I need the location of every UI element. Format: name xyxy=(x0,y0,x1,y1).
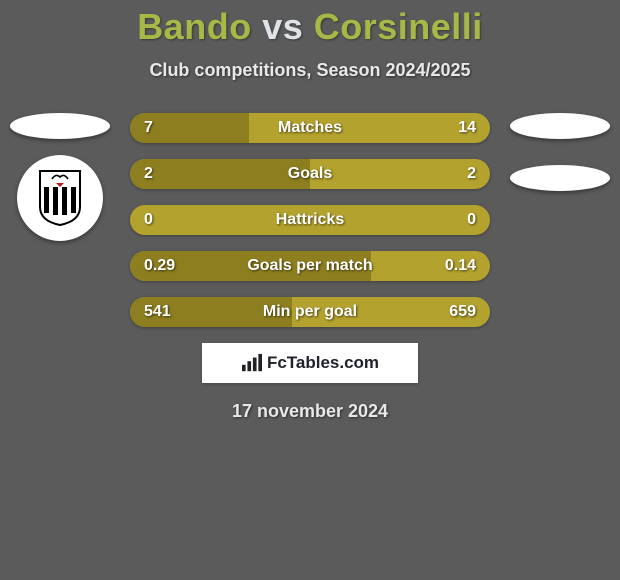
right-badges xyxy=(510,113,610,191)
stat-value-right: 14 xyxy=(458,113,476,143)
stat-value-right: 0.14 xyxy=(445,251,476,281)
stat-value-right: 659 xyxy=(449,297,476,327)
comparison-infographic: Bando vs Corsinelli Club competitions, S… xyxy=(0,0,620,580)
player2-ellipse-1 xyxy=(510,113,610,139)
stat-value-right: 0 xyxy=(467,205,476,235)
brand-inner: FcTables.com xyxy=(241,353,379,373)
stat-bar: 2Goals2 xyxy=(130,159,490,189)
stat-bars: 7Matches14 2Goals2 0Hattricks0 0.29Goals pe… xyxy=(130,113,490,327)
club-shield-icon xyxy=(36,169,84,227)
stat-bar: 541Min per goal659 xyxy=(130,297,490,327)
player1-club-badge xyxy=(17,155,103,241)
player1-ellipse xyxy=(10,113,110,139)
date-line: 17 november 2024 xyxy=(0,401,620,422)
stat-bar: 0Hattricks0 xyxy=(130,205,490,235)
stat-label: Hattricks xyxy=(130,205,490,235)
content-row: 7Matches14 2Goals2 0Hattricks0 0.29Goals pe… xyxy=(0,113,620,327)
stat-value-right: 2 xyxy=(467,159,476,189)
player1-name: Bando xyxy=(137,6,252,47)
player2-ellipse-2 xyxy=(510,165,610,191)
brand-text: FcTables.com xyxy=(267,353,379,373)
stat-bar: 7Matches14 xyxy=(130,113,490,143)
stat-label: Goals per match xyxy=(130,251,490,281)
vs-separator: vs xyxy=(262,6,303,47)
player2-name: Corsinelli xyxy=(314,6,483,47)
stat-label: Matches xyxy=(130,113,490,143)
page-title: Bando vs Corsinelli xyxy=(0,0,620,48)
stat-bar: 0.29Goals per match0.14 xyxy=(130,251,490,281)
bar-chart-icon xyxy=(241,353,263,373)
left-badges xyxy=(10,113,110,241)
brand-box: FcTables.com xyxy=(202,343,418,383)
stat-label: Goals xyxy=(130,159,490,189)
stat-label: Min per goal xyxy=(130,297,490,327)
subtitle: Club competitions, Season 2024/2025 xyxy=(0,60,620,81)
